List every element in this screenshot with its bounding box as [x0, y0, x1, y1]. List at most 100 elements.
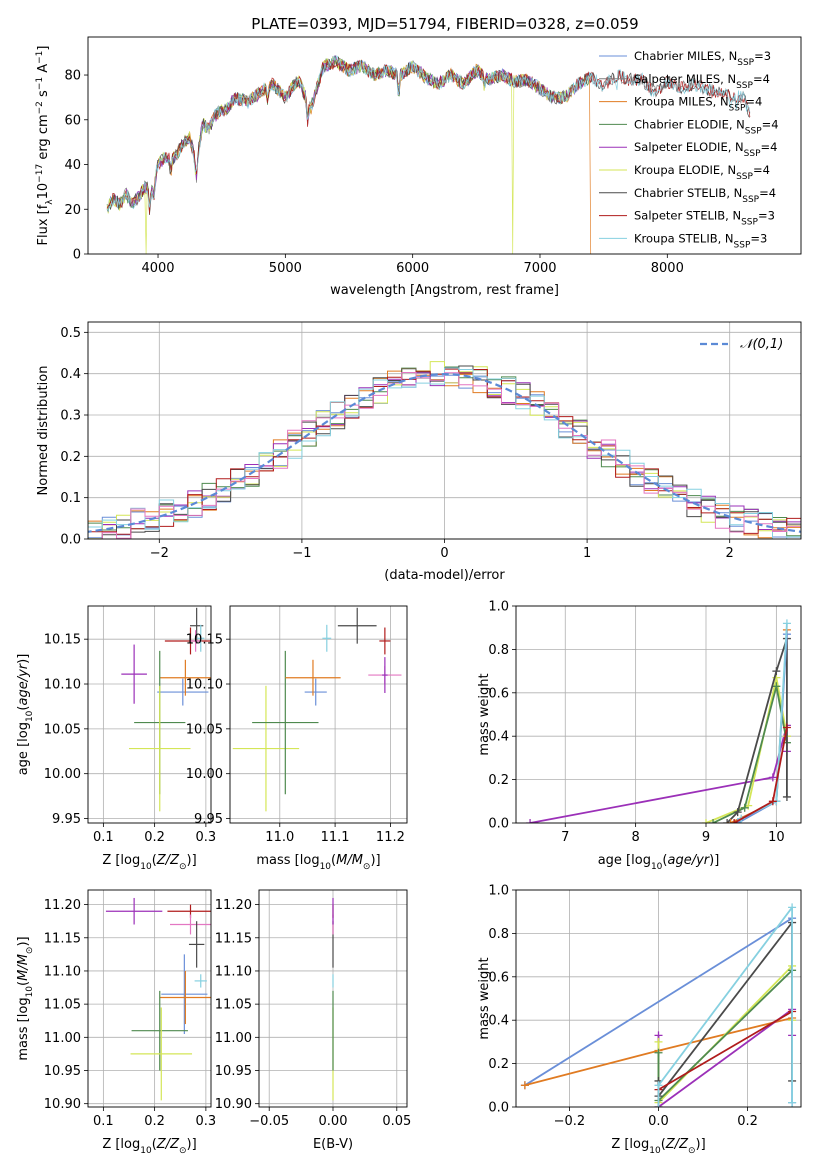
- mass-weight-vs-age-marker-3-4: [782, 792, 791, 801]
- spectrum-xtick-label-0: 4000: [141, 261, 174, 276]
- histogram-ylabel: Normed distribution: [36, 366, 51, 496]
- residual-histogram-ytick-label-0: 0.0: [60, 533, 81, 548]
- mass-vs-EBV-ytick-label-6: 11.20: [215, 898, 252, 913]
- age-vs-mass-ytick-label-0: 9.95: [194, 812, 223, 827]
- age-vs-mass-xtick-label-1: 11.1: [321, 830, 350, 845]
- mass-vs-Z-ytick-label-0: 10.90: [44, 1097, 81, 1112]
- residual-histogram-ytick-label-3: 0.3: [60, 409, 81, 424]
- mass-weight-vs-age-marker-2-1: [740, 803, 749, 812]
- mass-weight-vs-Z-marker-1-0: [520, 1081, 529, 1090]
- mass-weight-vs-age-ytick-label-1: 0.2: [488, 773, 509, 788]
- mass-weight-vs-age-marker-3-2: [772, 667, 781, 676]
- residual-histogram-xtick-label-4: 2: [726, 546, 734, 561]
- age-vs-Z-ytick-label-4: 10.15: [44, 633, 81, 648]
- mass-weight-vs-Z-xtick-label-0: −0.2: [554, 1114, 586, 1129]
- age-vs-mass-point-8: [382, 657, 388, 693]
- spectrum-xtick-label-4: 8000: [651, 261, 684, 276]
- residual-histogram-ytick-label-2: 0.2: [60, 450, 81, 465]
- spectrum-xtick-label-1: 5000: [269, 261, 302, 276]
- mass-vs-Z-ytick-label-4: 11.10: [44, 964, 81, 979]
- age-vs-Z-point-2: [159, 659, 211, 696]
- mass-vs-Z-xtick-label-0: 0.1: [93, 1114, 114, 1129]
- mass-weight-vs-age-marker-4-0: [726, 819, 735, 823]
- age-vs-mass-ytick-label-1: 10.00: [186, 767, 223, 782]
- mass-vs-EBV-ytick-label-5: 11.15: [215, 931, 252, 946]
- mass-vs-EBV-ytick-label-4: 11.10: [215, 964, 252, 979]
- age-vs-mass-ytick-label-2: 10.05: [186, 722, 223, 737]
- mass-vs-EBV-ytick-label-3: 11.05: [215, 998, 252, 1013]
- residual-histogram-xtick-label-2: 0: [440, 546, 448, 561]
- mass-weight-vs-age-xtick-label-2: 9: [702, 830, 710, 845]
- mass-weight-vs-age-marker-2-0: [709, 819, 718, 823]
- mass-vs-Z-point-5: [161, 954, 208, 1035]
- mass-weight-vs-Z-series-7: [657, 906, 793, 1107]
- mass-vs-EBV-ytick-label-0: 10.90: [215, 1097, 252, 1112]
- age-vs-Z-points: [121, 607, 211, 812]
- mass-weight-vs-Z-marker-7-1: [654, 1081, 663, 1090]
- mass-weight-vs-age-marker-3-1: [733, 808, 742, 817]
- mass-vs-Z-xtick-label-1: 0.2: [144, 1114, 165, 1129]
- mass-vs-EBV-ytick-label-1: 10.95: [215, 1064, 252, 1079]
- mass-vs-Z-points: [105, 897, 211, 1101]
- mass-weight-vs-Z-frame: [515, 889, 802, 1108]
- mass-weight-vs-age-marker-2-2: [772, 682, 781, 691]
- mass-weight-vs-age-marker-7-1: [768, 797, 777, 806]
- mass-vs-Z-ytick-label-6: 11.20: [44, 898, 81, 913]
- mass-vs-Z-axes: 0.1 0.2 0.3 10.90 10.95 11.00 11.05 11.10 11.15 1…: [44, 890, 216, 1129]
- mass-weight-vs-age-xlabel: age [log10(age/yr)]: [598, 853, 720, 872]
- residual-histogram-xtick-label-1: −1: [292, 546, 311, 561]
- age-vs-Z-xlabel: Z [log10(Z/Z⊙)]: [102, 853, 196, 872]
- age-vs-mass-ytick-label-4: 10.15: [186, 633, 223, 648]
- mass-vs-EBV-axes: −0.05 0.00 0.05 10.90 10.95 11.00 11.05 11.10 11…: [215, 890, 411, 1129]
- residual-histogram-ytick-label-4: 0.4: [60, 367, 81, 382]
- age-vs-mass-point-3: [285, 659, 341, 696]
- age-vs-Z-point-6: [190, 630, 201, 652]
- age-vs-Z-ylabel: age [log10(age/yr)]: [16, 654, 35, 776]
- residual-histogram-xtick-label-0: −2: [150, 546, 169, 561]
- mass-weight-vs-age-ytick-label-4: 0.8: [488, 643, 509, 658]
- mass-weight-vs-Z-marker-7-2: [788, 903, 797, 912]
- mass-vs-Z-xlabel: Z [log10(Z/Z⊙)]: [102, 1137, 196, 1156]
- mass-vs-Z-frame: [87, 889, 212, 1108]
- mass-vs-Z-ytick-label-5: 11.15: [44, 931, 81, 946]
- mass-weight-vs-Z-xlabel: Z [log10(Z/Z⊙)]: [611, 1137, 705, 1156]
- age-vs-mass-point-4: [322, 624, 332, 652]
- spectrum-xtick-label-3: 7000: [523, 261, 556, 276]
- mass-weight-vs-age-marker-7-2: [782, 723, 791, 732]
- mass-weight-vs-age-marker-0-0: [526, 819, 535, 823]
- mass-weight-vs-Z-ytick-label-4: 0.8: [488, 927, 509, 942]
- mass-vs-EBV-frame: [258, 889, 408, 1108]
- age-vs-Z-ytick-label-2: 10.05: [44, 722, 81, 737]
- mass-weight-vs-Z-series-5: [657, 921, 793, 1098]
- spectrum-ytick-label-2: 40: [64, 158, 81, 173]
- age-vs-Z-xtick-label-2: 0.3: [196, 830, 217, 845]
- spectrum-ytick-label-4: 80: [64, 69, 81, 84]
- mass-weight-vs-age-lines: [526, 619, 791, 823]
- spectrum-legend: Chabrier MILES, NSSP=3 Salpeter MILES, NS…: [599, 49, 779, 250]
- age-vs-Z-frame: [87, 605, 212, 824]
- legend-label-3: Chabrier ELODIE, NSSP=4: [634, 117, 779, 136]
- mass-weight-vs-Z-marker-4-0: [654, 1048, 663, 1057]
- mass-vs-Z-xtick-label-2: 0.3: [196, 1114, 217, 1129]
- spectrum-xlabel: wavelength [Angstrom, rest frame]: [330, 283, 559, 298]
- age-vs-Z-xtick-label-1: 0.2: [144, 830, 165, 845]
- mass-weight-vs-age-ytick-label-5: 1.0: [488, 600, 509, 615]
- age-vs-mass-points: [232, 607, 402, 812]
- mass-weight-vs-Z-xtick-label-1: 0.0: [648, 1114, 669, 1129]
- mass-vs-EBV-xtick-label-0: −0.05: [249, 1114, 289, 1129]
- mass-weight-vs-age-ylabel: mass weight: [477, 673, 492, 755]
- age-vs-Z-point-0: [121, 644, 147, 704]
- mass-weight-vs-age-marker-6-2: [782, 619, 791, 628]
- mass-weight-vs-age-marker-1-0: [702, 819, 710, 823]
- mass-vs-Z-ytick-label-2: 11.00: [44, 1031, 81, 1046]
- spectrum-ylabel: Flux [fλ10−17 erg cm−2 s−1 A−1]: [35, 46, 55, 246]
- mass-weight-vs-Z-marker-7-3: [788, 1098, 797, 1107]
- residual-histogram-axes: −2 −1 0 1 2 0.0 0.1 0.2 0.3 0.4 0.5: [60, 322, 801, 561]
- mass-vs-EBV-xtick-label-2: 0.05: [382, 1114, 411, 1129]
- legend-label-5: Kroupa ELODIE, NSSP=4: [634, 163, 770, 182]
- spectrum-ytick-label-0: 0: [73, 248, 81, 263]
- age-vs-mass-point-5: [337, 607, 377, 644]
- mass-vs-EBV-xtick-label-1: 0.00: [319, 1114, 348, 1129]
- mass-vs-Z-point-3: [188, 921, 205, 968]
